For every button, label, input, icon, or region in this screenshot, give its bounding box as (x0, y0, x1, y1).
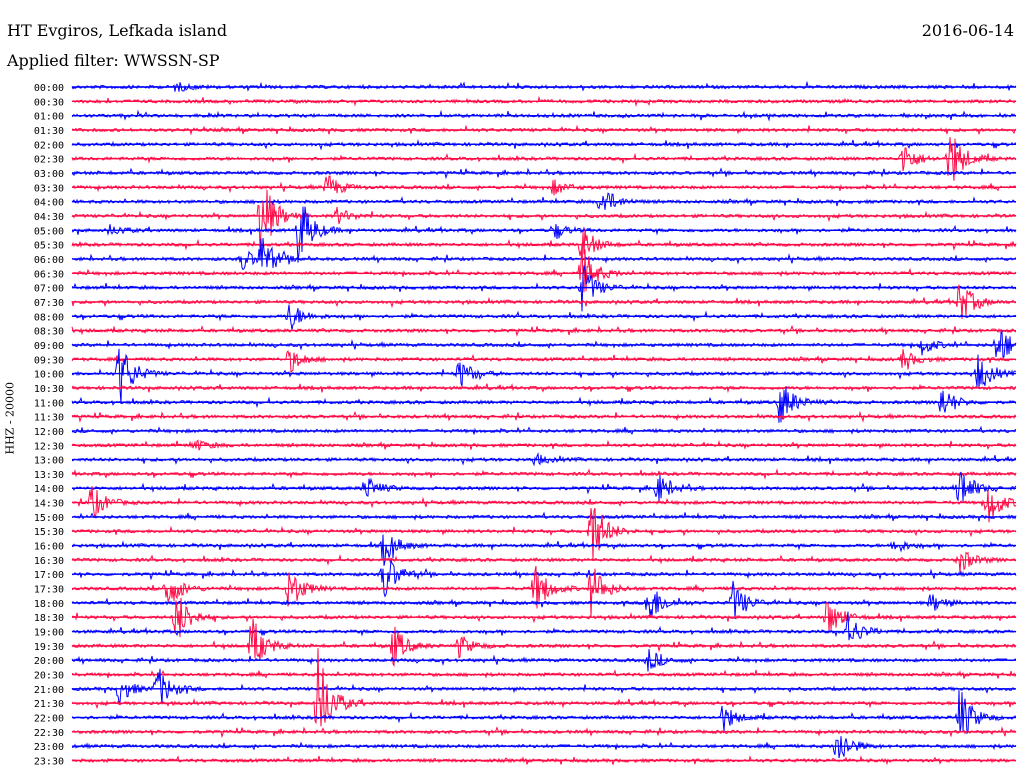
time-tick-label: 19:00 (34, 628, 64, 639)
time-tick-label: 12:00 (34, 427, 64, 438)
time-tick-label: 10:00 (34, 370, 64, 381)
seismic-trace-row (71, 618, 1017, 668)
time-tick-label: 04:00 (34, 198, 64, 209)
time-tick-label: 06:00 (34, 255, 64, 266)
time-tick-label: 03:00 (34, 169, 64, 180)
time-tick-label: 12:30 (34, 441, 64, 452)
time-tick-label: 09:30 (34, 355, 64, 366)
time-tick-label: 16:00 (34, 542, 64, 553)
time-tick-label: 10:30 (34, 384, 64, 395)
time-tick-label: 01:30 (34, 126, 64, 137)
seismic-trace-row (71, 736, 1017, 759)
time-tick-label: 23:00 (34, 742, 64, 753)
time-tick-label: 02:00 (34, 140, 64, 151)
time-tick-label: 20:30 (34, 671, 64, 682)
time-tick-label: 18:30 (34, 613, 64, 624)
record-date: 2016-06-14 (921, 21, 1014, 40)
time-tick-label: 01:00 (34, 112, 64, 123)
seismic-trace-row (71, 349, 1017, 374)
time-tick-label: 07:00 (34, 284, 64, 295)
time-tick-label: 07:30 (34, 298, 64, 309)
time-tick-label: 22:00 (34, 714, 64, 725)
time-tick-label: 00:00 (34, 83, 64, 94)
seismic-trace-row (71, 237, 1017, 271)
time-tick-label: 09:00 (34, 341, 64, 352)
time-tick-label: 14:00 (34, 484, 64, 495)
station-title: HT Evgiros, Lefkada island (7, 21, 228, 40)
time-tick-label: 22:30 (34, 728, 64, 739)
time-tick-label: 04:30 (34, 212, 64, 223)
seismic-trace-row (71, 109, 1017, 122)
seismic-trace-row (71, 551, 1017, 573)
time-tick-label: 17:30 (34, 585, 64, 596)
filter-label: Applied filter: WWSSN-SP (7, 51, 220, 70)
seismic-trace-row (71, 304, 1017, 330)
time-tick-label: 11:00 (34, 398, 64, 409)
time-tick-label: 13:00 (34, 456, 64, 467)
seismic-trace-row (71, 243, 1017, 293)
time-tick-label: 17:00 (34, 570, 64, 581)
time-tick-label: 20:00 (34, 656, 64, 667)
time-tick-label: 15:30 (34, 527, 64, 538)
time-tick-label: 13:30 (34, 470, 64, 481)
time-tick-label: 23:30 (34, 757, 64, 768)
time-tick-label: 19:30 (34, 642, 64, 653)
time-tick-label: 02:30 (34, 155, 64, 166)
seismic-trace-row (71, 690, 1017, 735)
time-tick-label: 08:00 (34, 312, 64, 323)
time-tick-label: 00:30 (34, 97, 64, 108)
time-tick-label: 05:00 (34, 226, 64, 237)
time-tick-label: 05:30 (34, 241, 64, 252)
seismic-trace-row (71, 471, 1017, 502)
time-tick-label: 18:00 (34, 599, 64, 610)
time-tick-label: 16:30 (34, 556, 64, 567)
seismic-trace-row (71, 228, 1017, 257)
time-tick-label: 08:30 (34, 327, 64, 338)
time-tick-label: 06:30 (34, 269, 64, 280)
time-tick-label: 14:30 (34, 499, 64, 510)
seismic-trace-row (72, 206, 1017, 263)
time-tick-label: 03:30 (34, 183, 64, 194)
time-tick-label: 15:00 (34, 513, 64, 524)
seismic-trace-row (71, 348, 1016, 404)
time-tick-label: 11:30 (34, 413, 64, 424)
time-tick-label: 21:30 (34, 699, 64, 710)
time-tick-label: 21:00 (34, 685, 64, 696)
seismic-trace-row (71, 175, 1017, 196)
